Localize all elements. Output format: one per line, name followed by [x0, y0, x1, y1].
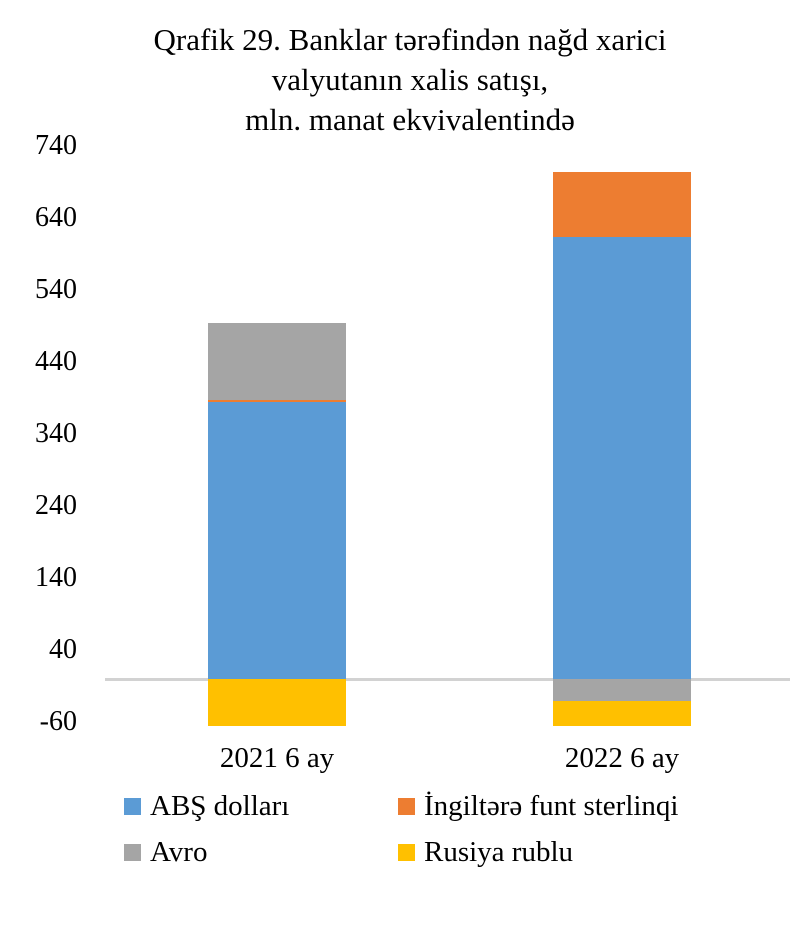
legend-label: ABŞ dolları	[150, 790, 290, 822]
chart-title: Qrafik 29. Banklar tərəfindən nağd xaric…	[20, 20, 800, 140]
y-axis-tick-label: 740	[35, 130, 77, 162]
legend-item: Avro	[124, 836, 207, 869]
legend-swatch-icon	[398, 844, 415, 861]
y-axis-tick-label: -60	[39, 706, 77, 738]
chart-title-line-2: valyutanın xalis satışı,	[271, 62, 549, 97]
y-axis-tick-label: 40	[49, 634, 77, 666]
y-axis-tick-label: 340	[35, 418, 77, 450]
legend-item: Rusiya rublu	[398, 836, 573, 869]
y-axis-tick-label: 240	[35, 490, 77, 522]
bar-segment	[208, 679, 346, 726]
x-axis-category-label: 2022 6 ay	[564, 742, 680, 774]
legend-label: Rusiya rublu	[424, 836, 574, 868]
bar-segment	[208, 323, 346, 401]
legend-label: İngiltərə funt sterlinqi	[424, 790, 679, 822]
legend-item: İngiltərə funt sterlinqi	[398, 790, 679, 823]
bar-segment	[208, 400, 346, 402]
bar-segment	[208, 401, 346, 679]
chart-title-line-3: mln. manat ekvivalentində	[245, 102, 575, 137]
x-axis-category-label: 2021 6 ay	[219, 742, 335, 774]
bar-segment	[553, 700, 691, 726]
legend-swatch-icon	[124, 798, 141, 815]
legend-swatch-icon	[398, 798, 415, 815]
legend-swatch-icon	[124, 844, 141, 861]
bar-segment	[553, 236, 691, 679]
y-axis-tick-label: 440	[35, 346, 77, 378]
bar-segment	[553, 172, 691, 237]
legend-label: Avro	[150, 836, 208, 868]
zero-gridline	[105, 678, 790, 681]
legend-item: ABŞ dolları	[124, 790, 289, 823]
y-axis-tick-label: 140	[35, 562, 77, 594]
y-axis-tick-label: 640	[35, 202, 77, 234]
bar-segment	[553, 679, 691, 701]
y-axis-tick-label: 540	[35, 274, 77, 306]
chart-title-line-1: Qrafik 29. Banklar tərəfindən nağd xaric…	[153, 22, 667, 57]
